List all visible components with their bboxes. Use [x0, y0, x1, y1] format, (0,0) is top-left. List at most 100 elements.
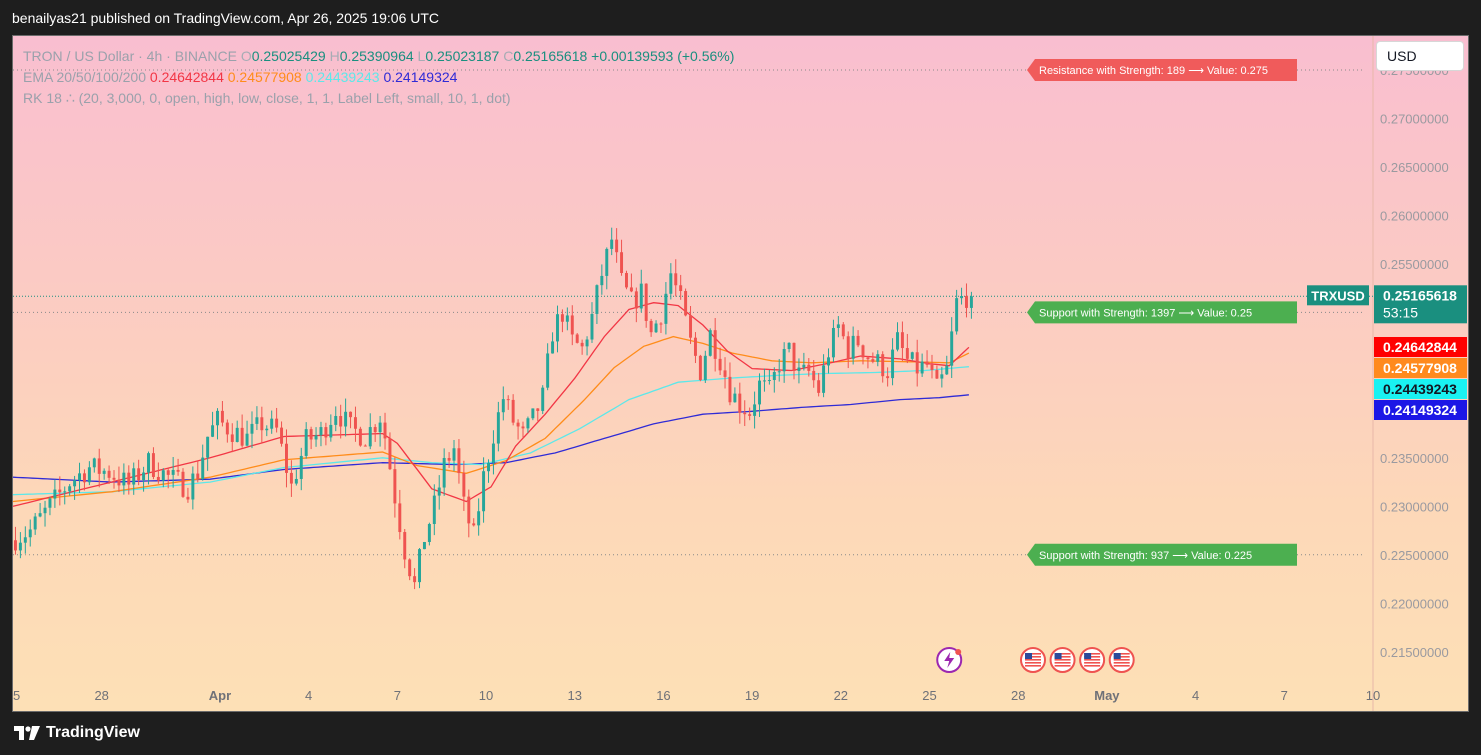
candle-body: [782, 349, 786, 372]
x-tick-label: 28: [94, 688, 108, 703]
candle-body: [122, 472, 126, 486]
candle-body: [792, 342, 796, 371]
legend-ohlc: O0.25025429 H0.25390964 L0.25023187 C0.2…: [241, 48, 591, 64]
candle-body: [610, 239, 614, 249]
candle-body: [762, 380, 766, 382]
x-tick-label: 4: [1192, 688, 1199, 703]
candle-body: [772, 371, 776, 381]
legend-rk-text: RK 18 ∴ (20, 3,000, 0, open, high, low, …: [23, 90, 511, 106]
candle-body: [905, 348, 909, 359]
support-label: Support with Strength: 1397 ⟶ Value: 0.2…: [1039, 307, 1252, 319]
flag-stripe: [1054, 662, 1071, 664]
candle-body: [575, 334, 579, 343]
candle-body: [201, 457, 205, 479]
flag-stripe: [1113, 665, 1130, 667]
legend-rk-row[interactable]: RK 18 ∴ (20, 3,000, 0, open, high, low, …: [23, 88, 734, 109]
flag-stripe: [1025, 659, 1041, 661]
candle-body: [240, 427, 244, 446]
candle-body: [723, 370, 727, 377]
flag-stripe: [1113, 656, 1130, 658]
x-tick-label: 28: [1011, 688, 1025, 703]
us-flag-event-icon: [1079, 647, 1106, 673]
flag-stripe: [1054, 665, 1071, 667]
candle-body: [698, 355, 702, 381]
flag-canton: [1025, 653, 1032, 659]
candle-body: [565, 315, 569, 322]
candle-body: [432, 495, 436, 524]
legend-ema-value: 0.24577908: [223, 69, 302, 85]
candle-body: [925, 361, 929, 365]
publish-info: benailyas21 published on TradingView.com…: [12, 0, 439, 36]
candle-body: [728, 376, 732, 403]
candle-body: [33, 516, 37, 530]
flag-stripe: [1084, 662, 1101, 664]
candle-body: [501, 399, 505, 413]
candle-body: [314, 435, 318, 440]
candles: [13, 227, 973, 590]
candle-body: [156, 476, 160, 481]
legend-ema-row[interactable]: EMA 20/50/100/200 0.24642844 0.24577908 …: [23, 67, 734, 88]
ema-tag-text: 0.24642844: [1383, 339, 1457, 355]
y-tick-label: 0.23000000: [1380, 499, 1449, 514]
candle-body: [634, 291, 638, 309]
candle-body: [639, 283, 643, 309]
candle-body: [255, 417, 259, 424]
candle-body: [408, 559, 412, 577]
candle-body: [693, 337, 697, 356]
candle-body: [225, 422, 229, 435]
candle-body: [615, 239, 619, 253]
candle-body: [477, 511, 481, 526]
currency-button[interactable]: USD: [1376, 41, 1464, 71]
flag-stripe: [1025, 656, 1041, 658]
ema-price-tag: 0.24149324: [1374, 399, 1467, 420]
x-tick-label: 22: [834, 688, 848, 703]
resistance-label: Resistance with Strength: 189 ⟶ Value: 0…: [1039, 65, 1268, 77]
y-tick-label: 0.22000000: [1380, 596, 1449, 611]
x-tick-label: 4: [305, 688, 312, 703]
candle-body: [920, 361, 924, 374]
candle-body: [969, 296, 973, 308]
candle-body: [383, 422, 387, 439]
candle-body: [758, 380, 761, 405]
candle-body: [585, 339, 589, 347]
x-tick-label: Apr: [209, 688, 231, 703]
x-tick-label: 13: [568, 688, 582, 703]
ema50-line: [13, 335, 970, 503]
candle-body: [787, 342, 791, 350]
candle-body: [560, 314, 564, 322]
chart-area[interactable]: 0.275000000.270000000.265000000.26000000…: [12, 35, 1469, 712]
flag-canton: [1084, 653, 1092, 659]
y-tick-label: 0.26500000: [1380, 160, 1449, 175]
ema20-line: [13, 302, 970, 507]
candle-body: [817, 380, 821, 393]
candle-body: [940, 374, 944, 379]
candle-body: [822, 365, 826, 393]
candle-body: [462, 473, 466, 497]
legend-h-value: 0.25390964: [339, 48, 414, 64]
candle-body: [521, 426, 525, 429]
candle-body: [422, 542, 426, 550]
legend-symbol[interactable]: TRON / US Dollar · 4h · BINANCE: [23, 48, 237, 64]
candle-body: [43, 507, 47, 514]
resistance-label-box: [1027, 58, 1297, 81]
ema-tag-text: 0.24577908: [1383, 360, 1457, 376]
candle-body: [28, 529, 32, 538]
candle-body: [886, 376, 890, 379]
candle-body: [181, 471, 185, 497]
footer-brand[interactable]: TradingView: [14, 722, 140, 744]
flag-canton: [1113, 653, 1121, 659]
candle-body: [137, 468, 141, 481]
candle-body: [856, 335, 860, 346]
legend-ema-values: 0.24642844 0.24577908 0.24439243 0.24149…: [150, 69, 458, 85]
ema-tag-box: [1374, 357, 1467, 378]
flag-stripe: [1025, 662, 1041, 664]
candlestick-chart[interactable]: 0.275000000.270000000.265000000.26000000…: [13, 36, 1468, 711]
legend-ema-title: EMA 20/50/100/200: [23, 69, 146, 85]
tradingview-logo-icon: [14, 726, 40, 740]
x-tick-label: 10: [1366, 688, 1380, 703]
candle-body: [275, 418, 279, 428]
candle-body: [73, 480, 77, 487]
candle-body: [807, 364, 811, 371]
candle-body: [496, 412, 500, 444]
candle-body: [63, 491, 67, 493]
